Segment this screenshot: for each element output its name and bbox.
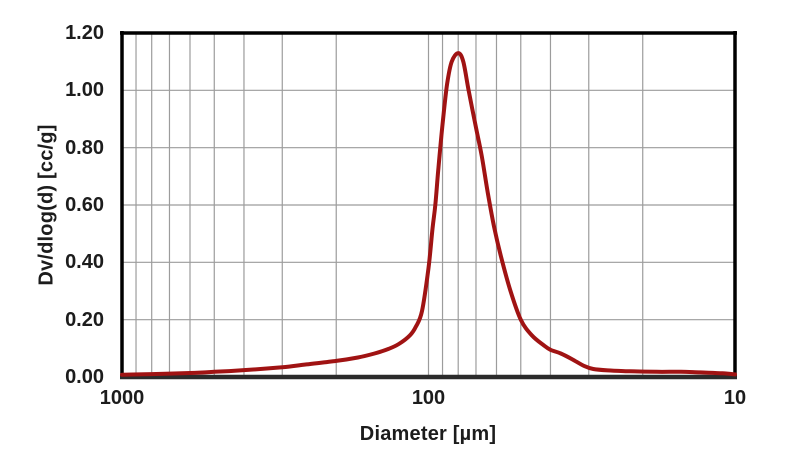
x-axis-title: Diameter [µm] <box>359 423 497 445</box>
distribution-curve <box>120 51 737 377</box>
x-tick-label: 1000 <box>99 387 145 409</box>
y-tick-label: 1.20 <box>65 22 104 44</box>
y-tick-label: 0.60 <box>65 194 104 216</box>
y-tick-label: 0.40 <box>65 251 104 274</box>
y-tick-label: 0.00 <box>65 366 104 388</box>
x-tick-label: 100 <box>411 387 446 409</box>
x-tick-label: 10 <box>723 387 747 409</box>
y-tick-label: 0.20 <box>65 308 104 331</box>
y-tick-label: 0.80 <box>65 136 104 159</box>
y-tick-label: 1.00 <box>65 79 104 102</box>
